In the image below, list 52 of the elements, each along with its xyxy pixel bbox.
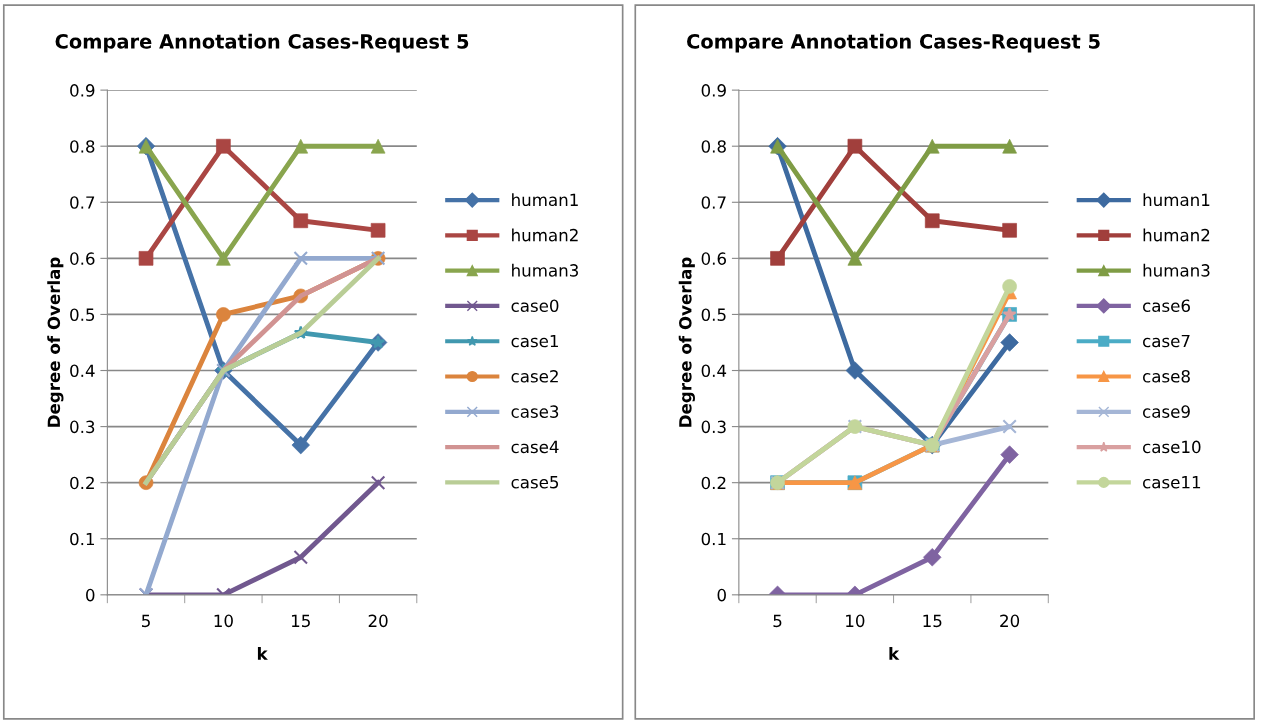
x-tick-label: 20 <box>1000 614 1020 628</box>
legend-label: human1 <box>1143 193 1210 207</box>
y-tick-label: 0.1 <box>70 532 95 546</box>
y-tick-label: 0.6 <box>701 252 726 265</box>
x-tick-label: 15 <box>923 614 942 628</box>
legend-label: human3 <box>1143 263 1210 277</box>
y-tick-label: 0.4 <box>701 364 727 378</box>
legend-label: human3 <box>512 263 578 277</box>
y-tick-label: 0 <box>717 588 726 602</box>
legend-label: case6 <box>1143 299 1190 313</box>
y-tick-label: 0.7 <box>701 196 726 209</box>
legend-label: human2 <box>1143 228 1210 242</box>
y-tick-label: 0.1 <box>701 532 726 546</box>
legend-label: case4 <box>511 440 559 454</box>
legend-label: case8 <box>1143 370 1190 383</box>
chart-title: Compare Annotation Cases-Request 5 <box>687 33 1100 53</box>
legend-label: human1 <box>512 193 578 207</box>
y-tick-label: 0.3 <box>701 420 726 434</box>
y-tick-label: 0.7 <box>70 196 95 209</box>
y-tick-label: 0.6 <box>70 252 95 265</box>
y-tick-label: 0.8 <box>70 140 95 153</box>
x-tick-label: 10 <box>214 614 233 628</box>
legend-label: case9 <box>1143 405 1190 418</box>
x-axis-title: k <box>257 647 268 660</box>
y-tick-label: 0.4 <box>70 364 95 378</box>
y-tick-label: 0.8 <box>701 140 726 153</box>
legend-label: case0 <box>511 299 559 313</box>
x-tick-label: 5 <box>773 614 782 628</box>
x-tick-label: 5 <box>142 614 150 628</box>
y-tick-label: 0.9 <box>701 84 726 97</box>
y-axis-title: Degree of Overlap <box>678 257 695 427</box>
legend-label: case1 <box>511 334 558 348</box>
y-tick-label: 0.2 <box>70 476 94 490</box>
y-tick-label: 0.2 <box>701 476 726 490</box>
legend-label: case11 <box>1143 476 1201 489</box>
legend-label: case3 <box>511 405 559 418</box>
legend-label: case5 <box>511 476 559 489</box>
y-axis-title: Degree of Overlap <box>47 257 64 427</box>
y-tick-label: 0.9 <box>70 84 95 97</box>
x-axis-title: k <box>889 647 900 660</box>
y-tick-label: 0.3 <box>70 420 95 434</box>
y-tick-label: 0 <box>86 588 95 602</box>
x-tick-label: 15 <box>291 614 310 628</box>
x-tick-label: 20 <box>368 614 388 628</box>
legend-label: case2 <box>511 370 558 383</box>
x-tick-label: 10 <box>846 614 865 628</box>
y-tick-label: 0.5 <box>70 308 95 322</box>
legend-label: case10 <box>1143 440 1201 454</box>
chart-title: Compare Annotation Cases-Request 5 <box>55 33 469 53</box>
legend-label: case7 <box>1143 334 1190 348</box>
legend-label: human2 <box>512 228 578 242</box>
y-tick-label: 0.5 <box>701 308 726 322</box>
